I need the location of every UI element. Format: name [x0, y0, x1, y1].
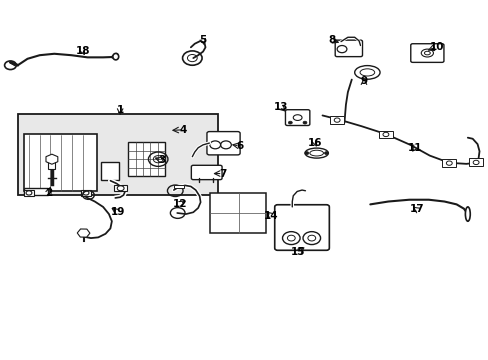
Text: 16: 16: [307, 138, 322, 148]
FancyBboxPatch shape: [334, 40, 362, 57]
Ellipse shape: [305, 148, 328, 158]
Ellipse shape: [359, 69, 374, 76]
Text: 13: 13: [273, 102, 288, 112]
Text: 14: 14: [264, 211, 278, 221]
Bar: [114, 185, 127, 192]
FancyBboxPatch shape: [101, 162, 119, 180]
Text: 17: 17: [408, 204, 423, 215]
Bar: [210, 193, 266, 233]
Text: 11: 11: [407, 143, 422, 153]
Ellipse shape: [113, 53, 119, 60]
FancyBboxPatch shape: [285, 110, 309, 126]
Circle shape: [303, 121, 306, 124]
FancyBboxPatch shape: [206, 132, 240, 155]
Text: 3: 3: [158, 155, 165, 165]
Text: 9: 9: [360, 76, 367, 86]
Bar: [173, 185, 183, 188]
Circle shape: [305, 152, 308, 154]
Text: 2: 2: [45, 188, 52, 198]
Ellipse shape: [293, 115, 302, 121]
Circle shape: [324, 152, 328, 154]
Ellipse shape: [424, 51, 429, 55]
Bar: [468, 158, 482, 166]
Ellipse shape: [465, 207, 469, 221]
Text: 19: 19: [110, 207, 124, 217]
Text: 1: 1: [116, 105, 123, 115]
Text: 10: 10: [429, 42, 444, 51]
Bar: [48, 161, 55, 169]
Ellipse shape: [420, 49, 432, 57]
Text: 18: 18: [75, 46, 90, 56]
Bar: [24, 190, 34, 196]
Text: 5: 5: [199, 35, 206, 45]
Text: 12: 12: [173, 199, 187, 209]
Ellipse shape: [354, 66, 379, 79]
Ellipse shape: [309, 150, 323, 156]
Text: 4: 4: [180, 125, 187, 135]
Text: 7: 7: [219, 168, 226, 179]
Text: 6: 6: [236, 141, 243, 151]
FancyBboxPatch shape: [191, 165, 222, 180]
FancyBboxPatch shape: [410, 44, 443, 62]
Circle shape: [288, 121, 292, 124]
Bar: [378, 131, 392, 138]
Text: 15: 15: [290, 247, 305, 257]
Bar: [81, 190, 91, 196]
Bar: [442, 159, 455, 167]
FancyBboxPatch shape: [24, 188, 47, 195]
FancyBboxPatch shape: [274, 205, 329, 250]
Bar: [18, 114, 217, 195]
Text: 8: 8: [328, 35, 335, 45]
Bar: [330, 116, 343, 124]
Bar: [128, 142, 164, 176]
FancyBboxPatch shape: [24, 134, 97, 192]
